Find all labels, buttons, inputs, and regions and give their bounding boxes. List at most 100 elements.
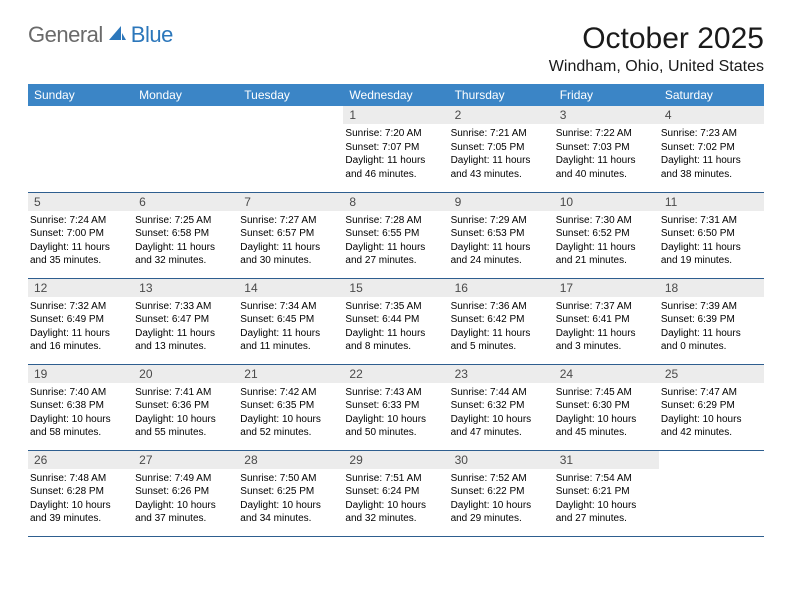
weekday-header: Tuesday — [238, 84, 343, 106]
day-info: Sunrise: 7:20 AMSunset: 7:07 PMDaylight:… — [343, 127, 448, 181]
day-info: Sunrise: 7:27 AMSunset: 6:57 PMDaylight:… — [238, 214, 343, 268]
day-info: Sunrise: 7:33 AMSunset: 6:47 PMDaylight:… — [133, 300, 238, 354]
day-info: Sunrise: 7:45 AMSunset: 6:30 PMDaylight:… — [554, 386, 659, 440]
calendar-day-cell: 26Sunrise: 7:48 AMSunset: 6:28 PMDayligh… — [28, 450, 133, 536]
day-info: Sunrise: 7:28 AMSunset: 6:55 PMDaylight:… — [343, 214, 448, 268]
day-info: Sunrise: 7:40 AMSunset: 6:38 PMDaylight:… — [28, 386, 133, 440]
logo-word-general: General — [28, 22, 103, 48]
day-info: Sunrise: 7:35 AMSunset: 6:44 PMDaylight:… — [343, 300, 448, 354]
day-info: Sunrise: 7:49 AMSunset: 6:26 PMDaylight:… — [133, 472, 238, 526]
day-number: 30 — [449, 451, 554, 469]
day-info: Sunrise: 7:30 AMSunset: 6:52 PMDaylight:… — [554, 214, 659, 268]
calendar-day-cell: 2Sunrise: 7:21 AMSunset: 7:05 PMDaylight… — [449, 106, 554, 192]
calendar-day-cell: 25 Sunrise: 7:47 AMSunset: 6:29 PMDayligh… — [659, 364, 764, 450]
day-number: 18 — [659, 279, 764, 297]
day-info: Sunrise: 7:23 AMSunset: 7:02 PMDaylight:… — [659, 127, 764, 181]
day-info: Sunrise: 7:36 AMSunset: 6:42 PMDaylight:… — [449, 300, 554, 354]
calendar-day-cell: . — [28, 106, 133, 192]
day-number: 5 — [28, 193, 133, 211]
day-info: Sunrise: 7:25 AMSunset: 6:58 PMDaylight:… — [133, 214, 238, 268]
calendar-day-cell: 1 Sunrise: 7:20 AMSunset: 7:07 PMDaylight… — [343, 106, 448, 192]
calendar-day-cell: 18 Sunrise: 7:39 AMSunset: 6:39 PMDayligh… — [659, 278, 764, 364]
calendar-week-row: 26Sunrise: 7:48 AMSunset: 6:28 PMDayligh… — [28, 450, 764, 536]
calendar-day-cell: 17Sunrise: 7:37 AMSunset: 6:41 PMDayligh… — [554, 278, 659, 364]
day-number: 15 — [343, 279, 448, 297]
logo-word-blue: Blue — [131, 22, 173, 48]
day-number: 9 — [449, 193, 554, 211]
calendar-day-cell: 24Sunrise: 7:45 AMSunset: 6:30 PMDayligh… — [554, 364, 659, 450]
calendar-day-cell: 11 Sunrise: 7:31 AMSunset: 6:50 PMDayligh… — [659, 192, 764, 278]
weekday-header: Monday — [133, 84, 238, 106]
day-info: Sunrise: 7:39 AMSunset: 6:39 PMDaylight:… — [659, 300, 764, 354]
calendar-day-cell: 14Sunrise: 7:34 AMSunset: 6:45 PMDayligh… — [238, 278, 343, 364]
day-number: 13 — [133, 279, 238, 297]
calendar-week-row: 5Sunrise: 7:24 AMSunset: 7:00 PMDaylight… — [28, 192, 764, 278]
day-info: Sunrise: 7:50 AMSunset: 6:25 PMDaylight:… — [238, 472, 343, 526]
day-info: Sunrise: 7:42 AMSunset: 6:35 PMDaylight:… — [238, 386, 343, 440]
calendar-day-cell: 28 Sunrise: 7:50 AMSunset: 6:25 PMDayligh… — [238, 450, 343, 536]
day-info: Sunrise: 7:31 AMSunset: 6:50 PMDaylight:… — [659, 214, 764, 268]
day-info: Sunrise: 7:21 AMSunset: 7:05 PMDaylight:… — [449, 127, 554, 181]
day-info: Sunrise: 7:52 AMSunset: 6:22 PMDaylight:… — [449, 472, 554, 526]
day-info: Sunrise: 7:32 AMSunset: 6:49 PMDaylight:… — [28, 300, 133, 354]
calendar-day-cell: 3 Sunrise: 7:22 AMSunset: 7:03 PMDaylight… — [554, 106, 659, 192]
calendar-week-row: 19 Sunrise: 7:40 AMSunset: 6:38 PMDayligh… — [28, 364, 764, 450]
calendar-day-cell: 16 Sunrise: 7:36 AMSunset: 6:42 PMDayligh… — [449, 278, 554, 364]
header: General Blue October 2025 Windham, Ohio,… — [28, 22, 764, 76]
day-number: 4 — [659, 106, 764, 124]
weekday-header: Saturday — [659, 84, 764, 106]
calendar-day-cell: . — [238, 106, 343, 192]
day-number: 12 — [28, 279, 133, 297]
day-number: 6 — [133, 193, 238, 211]
calendar-day-cell: 29Sunrise: 7:51 AMSunset: 6:24 PMDayligh… — [343, 450, 448, 536]
calendar-day-cell: 15 Sunrise: 7:35 AMSunset: 6:44 PMDayligh… — [343, 278, 448, 364]
day-number: 3 — [554, 106, 659, 124]
day-number: 28 — [238, 451, 343, 469]
location: Windham, Ohio, United States — [549, 58, 764, 76]
calendar-day-cell: 19 Sunrise: 7:40 AMSunset: 6:38 PMDayligh… — [28, 364, 133, 450]
day-number: 29 — [343, 451, 448, 469]
day-number: 22 — [343, 365, 448, 383]
day-info: Sunrise: 7:43 AMSunset: 6:33 PMDaylight:… — [343, 386, 448, 440]
day-number: 27 — [133, 451, 238, 469]
logo: General Blue — [28, 22, 173, 48]
day-number: 7 — [238, 193, 343, 211]
calendar-header-row: SundayMondayTuesdayWednesdayThursdayFrid… — [28, 84, 764, 106]
month-title: October 2025 — [549, 22, 764, 56]
calendar-day-cell: 13 Sunrise: 7:33 AMSunset: 6:47 PMDayligh… — [133, 278, 238, 364]
calendar-day-cell: 31 Sunrise: 7:54 AMSunset: 6:21 PMDayligh… — [554, 450, 659, 536]
calendar-day-cell: 7 Sunrise: 7:27 AMSunset: 6:57 PMDaylight… — [238, 192, 343, 278]
calendar-day-cell: 4 Sunrise: 7:23 AMSunset: 7:02 PMDaylight… — [659, 106, 764, 192]
day-info: Sunrise: 7:22 AMSunset: 7:03 PMDaylight:… — [554, 127, 659, 181]
day-number: 11 — [659, 193, 764, 211]
calendar-day-cell: . — [133, 106, 238, 192]
day-info: Sunrise: 7:54 AMSunset: 6:21 PMDaylight:… — [554, 472, 659, 526]
calendar-table: SundayMondayTuesdayWednesdayThursdayFrid… — [28, 84, 764, 537]
day-info: Sunrise: 7:47 AMSunset: 6:29 PMDaylight:… — [659, 386, 764, 440]
day-number: 23 — [449, 365, 554, 383]
day-number: 10 — [554, 193, 659, 211]
day-number: 21 — [238, 365, 343, 383]
day-number: 1 — [343, 106, 448, 124]
calendar-day-cell: 20Sunrise: 7:41 AMSunset: 6:36 PMDayligh… — [133, 364, 238, 450]
day-info: Sunrise: 7:37 AMSunset: 6:41 PMDaylight:… — [554, 300, 659, 354]
day-info: Sunrise: 7:34 AMSunset: 6:45 PMDaylight:… — [238, 300, 343, 354]
weekday-header: Friday — [554, 84, 659, 106]
day-number: 26 — [28, 451, 133, 469]
weekday-header: Wednesday — [343, 84, 448, 106]
calendar-day-cell: 30 Sunrise: 7:52 AMSunset: 6:22 PMDayligh… — [449, 450, 554, 536]
weekday-header: Thursday — [449, 84, 554, 106]
weekday-header: Sunday — [28, 84, 133, 106]
calendar-day-cell: 9 Sunrise: 7:29 AMSunset: 6:53 PMDaylight… — [449, 192, 554, 278]
calendar-day-cell: 5Sunrise: 7:24 AMSunset: 7:00 PMDaylight… — [28, 192, 133, 278]
day-info: Sunrise: 7:44 AMSunset: 6:32 PMDaylight:… — [449, 386, 554, 440]
day-number: 25 — [659, 365, 764, 383]
day-number: 31 — [554, 451, 659, 469]
calendar-day-cell: 22 Sunrise: 7:43 AMSunset: 6:33 PMDayligh… — [343, 364, 448, 450]
day-info: Sunrise: 7:29 AMSunset: 6:53 PMDaylight:… — [449, 214, 554, 268]
day-number: 19 — [28, 365, 133, 383]
calendar-day-cell: 8Sunrise: 7:28 AMSunset: 6:55 PMDaylight… — [343, 192, 448, 278]
calendar-day-cell: . — [659, 450, 764, 536]
logo-sail-icon — [107, 23, 127, 48]
day-number: 16 — [449, 279, 554, 297]
